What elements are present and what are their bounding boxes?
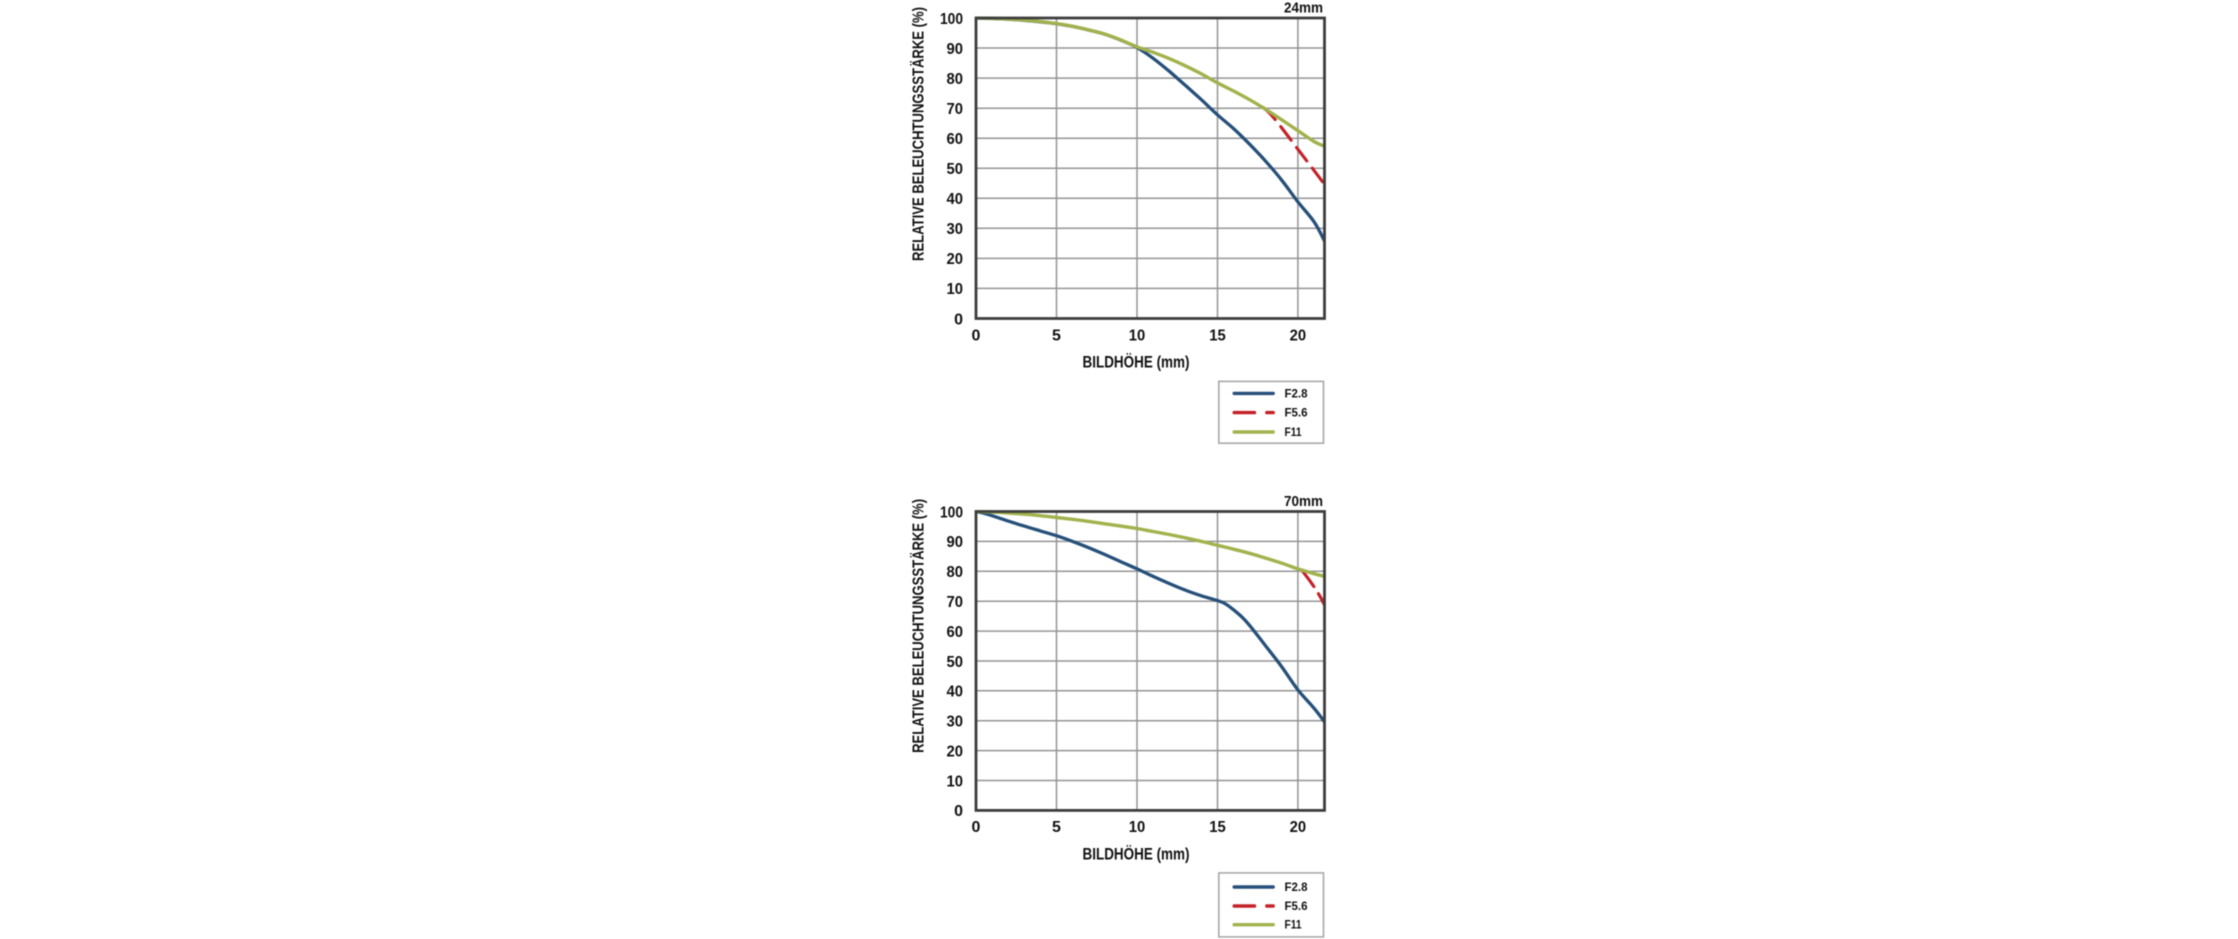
svg-text:70mm: 70mm (1284, 493, 1323, 510)
svg-text:30: 30 (947, 221, 964, 238)
svg-text:40: 40 (947, 191, 964, 208)
svg-text:60: 60 (947, 624, 964, 641)
svg-text:20: 20 (1290, 327, 1307, 344)
svg-text:0: 0 (972, 327, 981, 344)
svg-text:50: 50 (947, 654, 964, 671)
svg-text:70: 70 (947, 101, 964, 118)
svg-text:24mm: 24mm (1284, 0, 1323, 17)
svg-text:80: 80 (947, 71, 964, 88)
svg-text:RELATIVE BELEUCHTUNGSSTÄRKE (%: RELATIVE BELEUCHTUNGSSTÄRKE (%) (911, 7, 928, 261)
svg-text:30: 30 (947, 714, 964, 731)
svg-text:F5.6: F5.6 (1285, 408, 1308, 420)
svg-text:5: 5 (1052, 327, 1061, 344)
svg-text:90: 90 (947, 41, 964, 58)
svg-text:RELATIVE BELEUCHTUNGSSTÄRKE (%: RELATIVE BELEUCHTUNGSSTÄRKE (%) (911, 499, 928, 753)
svg-text:100: 100 (940, 11, 963, 28)
svg-text:F2.8: F2.8 (1285, 388, 1309, 400)
svg-text:0: 0 (954, 803, 963, 820)
svg-text:70: 70 (947, 594, 964, 611)
svg-text:F2.8: F2.8 (1285, 882, 1309, 894)
svg-text:60: 60 (947, 131, 964, 148)
svg-text:10: 10 (1129, 327, 1146, 344)
svg-text:0: 0 (972, 819, 981, 836)
svg-text:15: 15 (1209, 819, 1226, 836)
svg-text:10: 10 (1129, 819, 1146, 836)
svg-text:20: 20 (947, 743, 964, 760)
svg-text:F11: F11 (1285, 427, 1303, 439)
svg-text:20: 20 (947, 251, 964, 268)
svg-text:5: 5 (1052, 819, 1061, 836)
svg-text:100: 100 (940, 504, 963, 521)
svg-text:10: 10 (947, 773, 964, 790)
svg-text:BILDHÖHE (mm): BILDHÖHE (mm) (1083, 844, 1190, 863)
svg-text:F5.6: F5.6 (1285, 901, 1308, 913)
svg-text:10: 10 (947, 281, 964, 298)
svg-text:40: 40 (947, 684, 964, 701)
svg-text:80: 80 (947, 564, 964, 581)
svg-text:90: 90 (947, 534, 964, 551)
svg-text:50: 50 (947, 161, 964, 178)
svg-text:15: 15 (1209, 327, 1226, 344)
svg-text:BILDHÖHE (mm): BILDHÖHE (mm) (1083, 353, 1190, 372)
svg-text:0: 0 (954, 311, 963, 328)
svg-text:F11: F11 (1285, 920, 1303, 932)
svg-text:20: 20 (1290, 819, 1307, 836)
